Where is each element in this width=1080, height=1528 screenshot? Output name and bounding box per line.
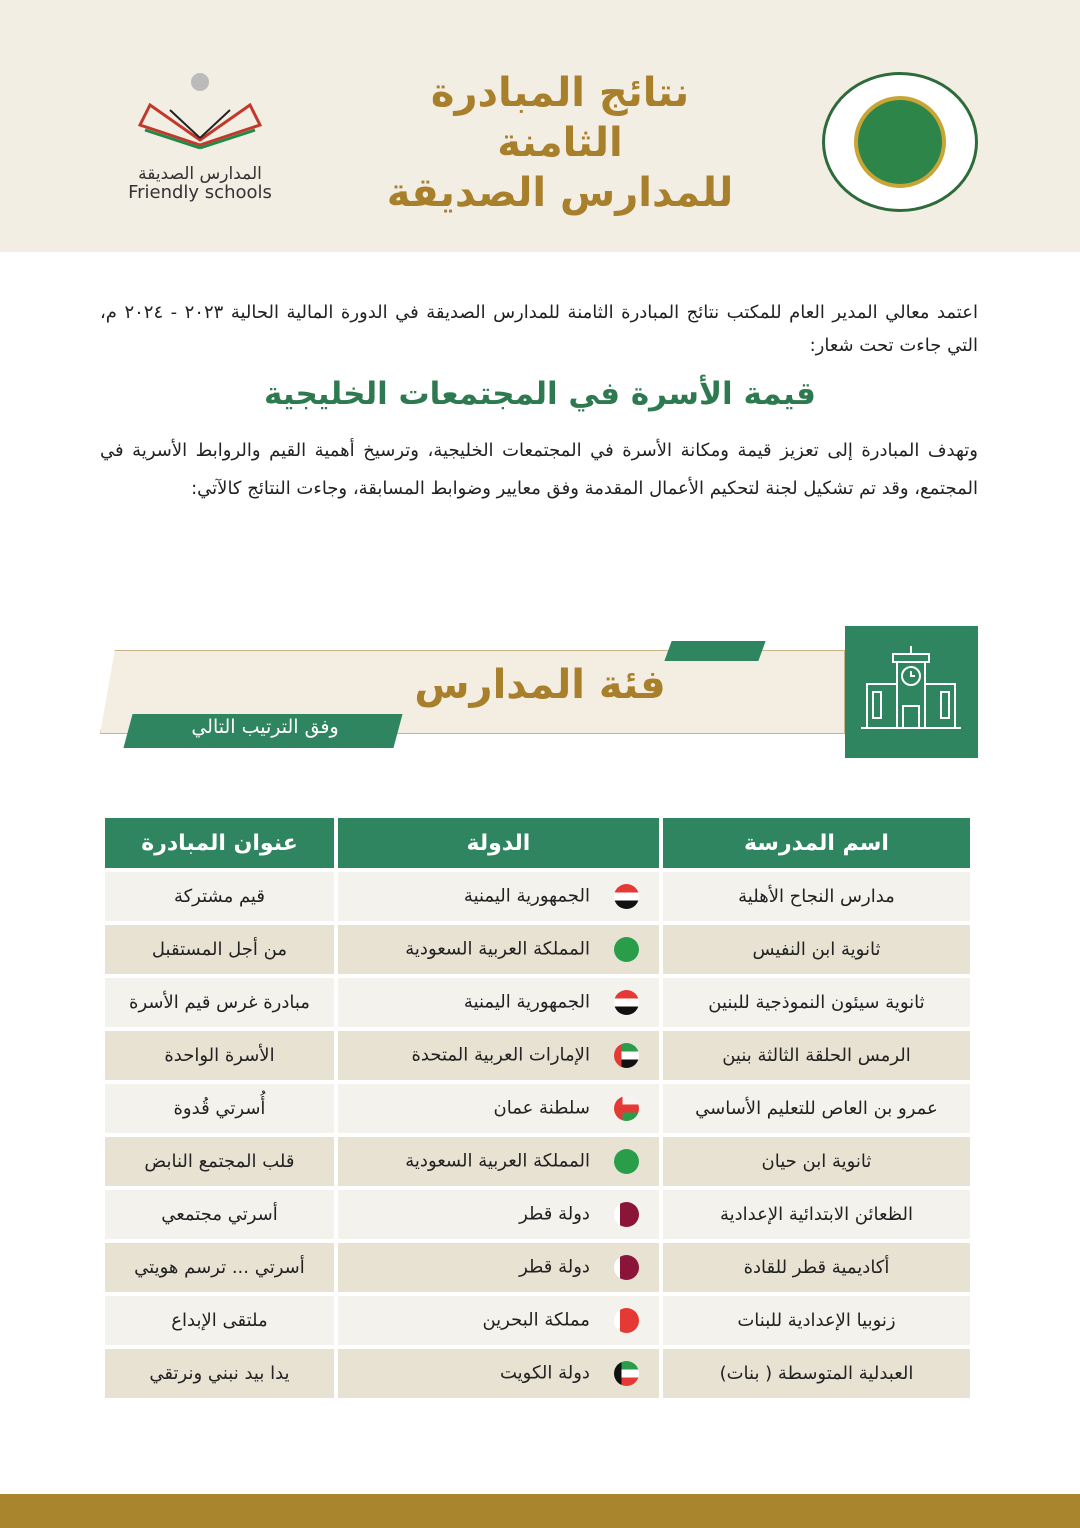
logo-text-en: Friendly schools (128, 182, 272, 203)
footer-band (0, 1494, 1080, 1528)
country-cell: الإمارات العربية المتحدة (337, 1031, 659, 1080)
school-name: ثانوية ابن النفيس (662, 925, 970, 974)
country-cell: الجمهورية اليمنية (337, 978, 659, 1027)
country-name: الإمارات العربية المتحدة (411, 1044, 590, 1066)
col-school: اسم المدرسة (662, 818, 970, 868)
qatar-flag-icon (613, 1255, 639, 1280)
saudi-flag-icon (613, 937, 639, 962)
country-cell: الجمهورية اليمنية (337, 872, 659, 921)
initiative-title: أسرتي مجتمعي (105, 1190, 334, 1239)
initiative-title: أُسرتي قُدوة (105, 1084, 334, 1133)
qatar-flag-icon (613, 1202, 639, 1227)
school-name: الرمس الحلقة الثالثة بنين (662, 1031, 970, 1080)
school-name: زنوبيا الإعدادية للبنات (662, 1296, 970, 1345)
initiative-title: ملتقى الإبداع (105, 1296, 334, 1345)
country-cell: دولة قطر (337, 1243, 659, 1292)
section-title: فئة المدارس (414, 662, 666, 708)
school-building-icon (845, 626, 978, 758)
country-cell: المملكة العربية السعودية (337, 925, 659, 974)
initiative-title: مبادرة غرس قيم الأسرة (105, 978, 334, 1027)
country-cell: المملكة العربية السعودية (337, 1137, 659, 1186)
results-table: اسم المدرسة الدولة عنوان المبادرة مدارس … (101, 814, 974, 1402)
country-name: دولة قطر (519, 1203, 590, 1225)
country-name: دولة الكويت (499, 1362, 590, 1384)
title-line: للمدارس الصديقة (386, 170, 734, 216)
description-text: وتهدف المبادرة إلى تعزيز قيمة ومكانة الأ… (100, 440, 978, 499)
initiative-title: من أجل المستقبل (105, 925, 334, 974)
section-subtitle: وفق الترتيب التالي (191, 716, 339, 738)
country-name: المملكة العربية السعودية (405, 938, 590, 960)
kuwait-flag-icon (613, 1361, 639, 1386)
table-row: مدارس النجاح الأهلية الجمهورية اليمنية ق… (105, 872, 970, 921)
arab-bureau-logo (822, 72, 978, 212)
col-country: الدولة (337, 818, 659, 868)
decor-bar (664, 641, 766, 661)
initiative-title: الأسرة الواحدة (105, 1031, 334, 1080)
table-row: ثانوية ابن حيان المملكة العربية السعودية… (105, 1137, 970, 1186)
title-line: نتائج المبادرة (430, 70, 690, 116)
table-row: ثانوية ابن النفيس المملكة العربية السعود… (105, 925, 970, 974)
school-name: العبدلية المتوسطة ( بنات) (662, 1349, 970, 1398)
initiative-title: أسرتي ... ترسم هويتي (105, 1243, 334, 1292)
table-row: الرمس الحلقة الثالثة بنين الإمارات العرب… (105, 1031, 970, 1080)
table-row: زنوبيا الإعدادية للبنات مملكة البحرين مل… (105, 1296, 970, 1345)
title-line: الثامنة (497, 120, 623, 166)
table-row: عمرو بن العاص للتعليم الأساسي سلطنة عمان… (105, 1084, 970, 1133)
school-name: ثانوية ابن حيان (662, 1137, 970, 1186)
school-name: عمرو بن العاص للتعليم الأساسي (662, 1084, 970, 1133)
logo-text-ar: المدارس الصديقة (138, 164, 262, 184)
country-name: الجمهورية اليمنية (463, 885, 590, 907)
col-title: عنوان المبادرة (105, 818, 334, 868)
bahrain-flag-icon (613, 1308, 639, 1333)
uae-flag-icon (613, 1043, 639, 1068)
country-cell: مملكة البحرين (337, 1296, 659, 1345)
school-name: الظعائن الابتدائية الإعدادية (662, 1190, 970, 1239)
school-name: أكاديمية قطر للقادة (662, 1243, 970, 1292)
initiative-title: قيم مشتركة (105, 872, 334, 921)
country-name: الجمهورية اليمنية (463, 991, 590, 1013)
book-logo-icon (137, 73, 263, 150)
initiative-title: يدا بيد نبني ونرتقي (105, 1349, 334, 1398)
saudi-flag-icon (613, 1149, 639, 1174)
table-row: الظعائن الابتدائية الإعدادية دولة قطر أس… (105, 1190, 970, 1239)
table-row: العبدلية المتوسطة ( بنات) دولة الكويت يد… (105, 1349, 970, 1398)
school-name: مدارس النجاح الأهلية (662, 872, 970, 921)
country-name: المملكة العربية السعودية (405, 1150, 590, 1172)
country-name: دولة قطر (519, 1256, 590, 1278)
page-title: نتائج المبادرة الثامنة للمدارس الصديقة (380, 68, 740, 218)
initiative-title: قلب المجتمع النابض (105, 1137, 334, 1186)
table-row: ثانوية سيئون النموذجية للبنين الجمهورية … (105, 978, 970, 1027)
country-cell: دولة قطر (337, 1190, 659, 1239)
yemen-flag-icon (613, 990, 639, 1015)
oman-flag-icon (613, 1096, 639, 1121)
country-cell: سلطنة عمان (337, 1084, 659, 1133)
country-name: مملكة البحرين (482, 1309, 590, 1331)
country-name: سلطنة عمان (493, 1097, 590, 1119)
intro-text: اعتمد معالي المدير العام للمكتب نتائج ال… (100, 302, 978, 356)
slogan: قيمة الأسرة في المجتمعات الخليجية (264, 376, 816, 412)
country-cell: دولة الكويت (337, 1349, 659, 1398)
table-row: أكاديمية قطر للقادة دولة قطر أسرتي ... ت… (105, 1243, 970, 1292)
school-name: ثانوية سيئون النموذجية للبنين (662, 978, 970, 1027)
friendly-schools-logo: المدارس الصديقة Friendly schools (110, 70, 290, 215)
yemen-flag-icon (613, 884, 639, 909)
